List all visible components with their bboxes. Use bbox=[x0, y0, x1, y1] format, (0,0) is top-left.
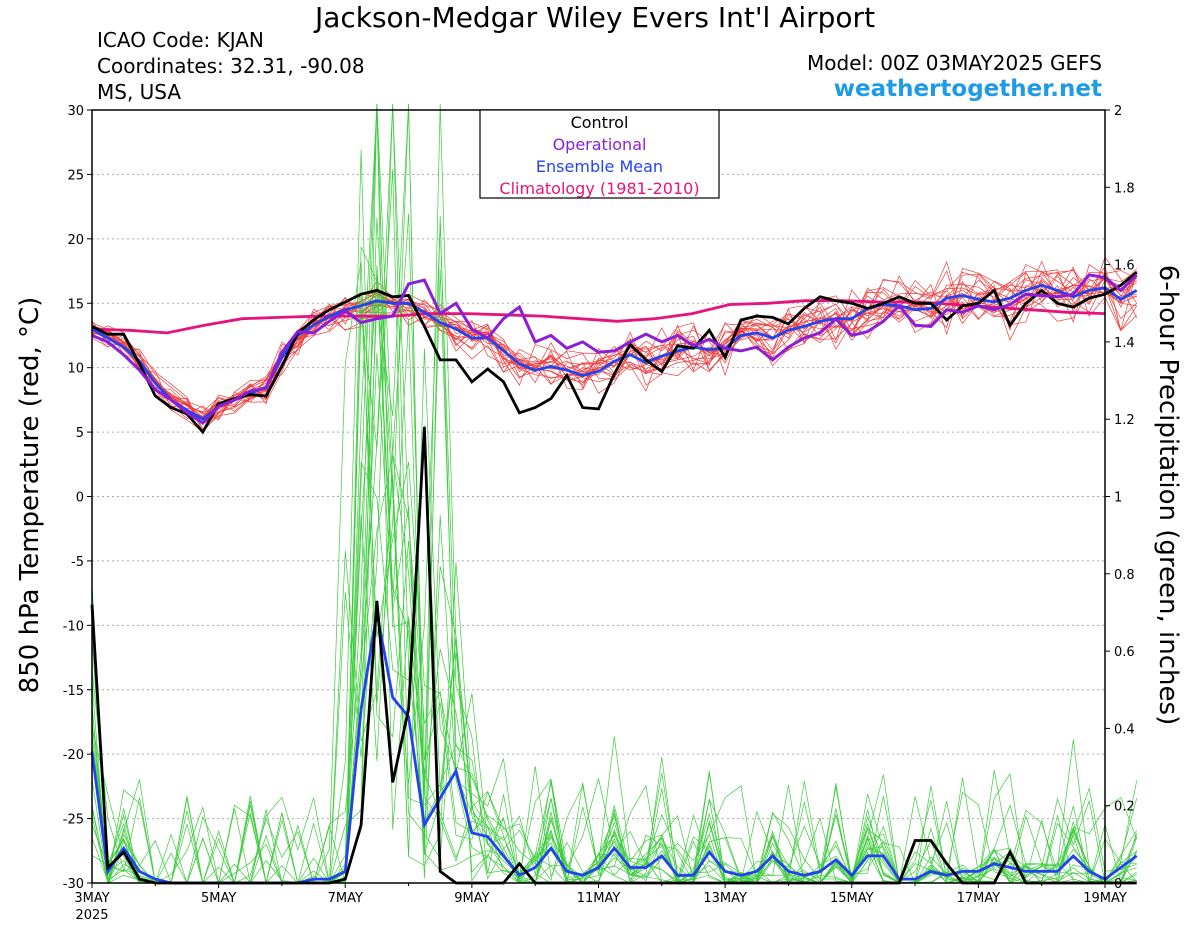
y-right-tick-label: 1.8 bbox=[1114, 181, 1135, 196]
x-tick-label: 5MAY bbox=[201, 891, 236, 906]
y-left-tick-label: -10 bbox=[63, 619, 84, 634]
x-tick-label: 13MAY bbox=[703, 891, 747, 906]
y-left-tick-label: 25 bbox=[67, 168, 84, 183]
x-tick-label: 3MAY bbox=[74, 891, 109, 906]
legend-entry: Control bbox=[571, 113, 629, 132]
x-tick-label: 19MAY bbox=[1083, 891, 1127, 906]
operational-temp-line bbox=[91, 273, 1138, 426]
y-left-tick-label: -15 bbox=[63, 684, 84, 699]
member-precip-line bbox=[91, 425, 1137, 885]
y-left-tick-label: 5 bbox=[76, 426, 84, 441]
y-right-tick-label: 1.6 bbox=[1114, 259, 1135, 274]
main-series bbox=[90, 271, 1138, 885]
member-precip-line bbox=[91, 103, 1137, 884]
x-ticks: 3MAY 2025 5MAY 7MAY 9MAY 11MAY 13MAY 15MAY 17MAY… bbox=[74, 883, 1127, 923]
y-right-tick-label: 1.2 bbox=[1114, 413, 1135, 428]
y-left-ticks: 30 25 20 15 10 5 0 -5 -10 -15 -20 -25 -30 bbox=[63, 104, 92, 892]
member-temp-line bbox=[91, 267, 1137, 420]
legend-entry: Operational bbox=[553, 135, 647, 154]
y-left-tick-label: 0 bbox=[76, 491, 84, 506]
y-left-tick-label: -30 bbox=[63, 877, 84, 892]
site-link[interactable]: weathertogether.net bbox=[833, 76, 1102, 102]
icao-code: ICAO Code: KJAN bbox=[97, 28, 264, 52]
member-precip-line bbox=[91, 103, 1137, 885]
region: MS, USA bbox=[97, 80, 182, 104]
control-temp-line bbox=[91, 271, 1138, 435]
y-right-tick-label: 0.4 bbox=[1114, 722, 1135, 737]
y-right-ticks: 2 1.8 1.6 1.4 1.2 1 0.8 0.6 0.4 0.2 0 bbox=[1105, 104, 1135, 892]
y-left-tick-label: -25 bbox=[63, 813, 84, 828]
y-right-tick-label: 1.4 bbox=[1114, 336, 1135, 351]
y-left-tick-label: 15 bbox=[67, 297, 84, 312]
ensemble-members bbox=[91, 103, 1138, 885]
y-right-tick-label: 0.2 bbox=[1114, 800, 1135, 815]
station-info: ICAO Code: KJAN Coordinates: 32.31, -90.… bbox=[97, 27, 365, 105]
y-right-tick-label: 0.6 bbox=[1114, 645, 1135, 660]
member-precip-line bbox=[91, 103, 1138, 884]
legend-entry: Climatology (1981-2010) bbox=[499, 179, 699, 198]
member-precip-line bbox=[91, 260, 1137, 884]
y-right-tick-label: 0.8 bbox=[1114, 568, 1135, 583]
grid-lines bbox=[92, 173, 1105, 820]
legend: Control Operational Ensemble Mean Climatolo… bbox=[479, 109, 720, 199]
climatology-line bbox=[91, 299, 1106, 335]
member-precip-line bbox=[91, 103, 1137, 884]
y-left-tick-label: 30 bbox=[67, 104, 84, 119]
x-tick-year: 2025 bbox=[75, 908, 108, 923]
y-right-tick-label: 2 bbox=[1114, 104, 1122, 119]
member-precip-line bbox=[91, 103, 1137, 885]
member-precip-line bbox=[91, 103, 1138, 884]
member-temp-line bbox=[91, 286, 1137, 418]
x-tick-label: 7MAY bbox=[328, 891, 363, 906]
y-left-tick-label: 10 bbox=[67, 362, 84, 377]
x-tick-label: 17MAY bbox=[957, 891, 1001, 906]
member-precip-line bbox=[91, 292, 1138, 884]
x-tick-label: 11MAY bbox=[577, 891, 621, 906]
chart-title: Jackson-Medgar Wiley Evers Int'l Airport bbox=[314, 1, 876, 34]
member-temp-line bbox=[91, 263, 1138, 432]
member-temp-line bbox=[91, 279, 1137, 419]
legend-entry: Ensemble Mean bbox=[536, 157, 663, 176]
legend-box bbox=[479, 109, 720, 199]
y-right-tick-label: 0 bbox=[1114, 877, 1122, 892]
y-right-tick-label: 1 bbox=[1114, 491, 1122, 506]
model-run: Model: 00Z 03MAY2025 GEFS bbox=[807, 51, 1102, 75]
y-left-tick-label: -5 bbox=[71, 555, 84, 570]
coordinates: Coordinates: 32.31, -90.08 bbox=[97, 54, 365, 78]
member-precip-line bbox=[91, 103, 1137, 885]
x-tick-label: 15MAY bbox=[830, 891, 874, 906]
y-left-tick-label: 20 bbox=[67, 233, 84, 248]
member-temp-line bbox=[91, 260, 1138, 412]
member-temp-line bbox=[91, 266, 1137, 431]
x-tick-label: 9MAY bbox=[454, 891, 489, 906]
y-left-tick-label: -20 bbox=[63, 748, 84, 763]
member-temp-line bbox=[91, 256, 1137, 433]
member-temp-line bbox=[91, 268, 1137, 431]
member-precip-line bbox=[91, 103, 1138, 885]
member-precip-line bbox=[91, 103, 1138, 884]
